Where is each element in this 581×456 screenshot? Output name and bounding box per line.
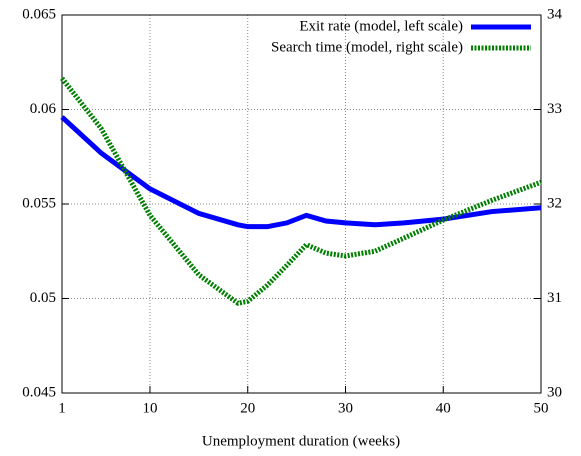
y2-tick-label: 32 (547, 195, 562, 211)
y-tick-label: 0.045 (22, 384, 56, 400)
x-tick-label: 30 (338, 400, 353, 416)
x-tick-label: 20 (240, 400, 255, 416)
y2-tick-label: 30 (547, 384, 562, 400)
y2-tick-label: 31 (547, 290, 562, 306)
x-tick-label: 1 (58, 400, 66, 416)
y-tick-label: 0.06 (30, 101, 57, 117)
legend-label: Search time (model, right scale) (271, 39, 463, 55)
series-line (60, 115, 542, 230)
y-tick-label: 0.05 (30, 290, 56, 306)
x-tick-label: 50 (534, 400, 549, 416)
x-axis-label: Unemployment duration (weeks) (202, 433, 400, 449)
series-line (60, 76, 542, 306)
x-tick-label: 40 (436, 400, 451, 416)
y-tick-label: 0.065 (22, 6, 56, 22)
y2-tick-label: 34 (547, 6, 563, 22)
x-tick-label: 10 (142, 400, 157, 416)
y-tick-label: 0.055 (22, 195, 56, 211)
y2-tick-label: 33 (547, 101, 562, 117)
plot-frame (61, 14, 542, 394)
legend-label: Exit rate (model, left scale) (299, 18, 463, 34)
